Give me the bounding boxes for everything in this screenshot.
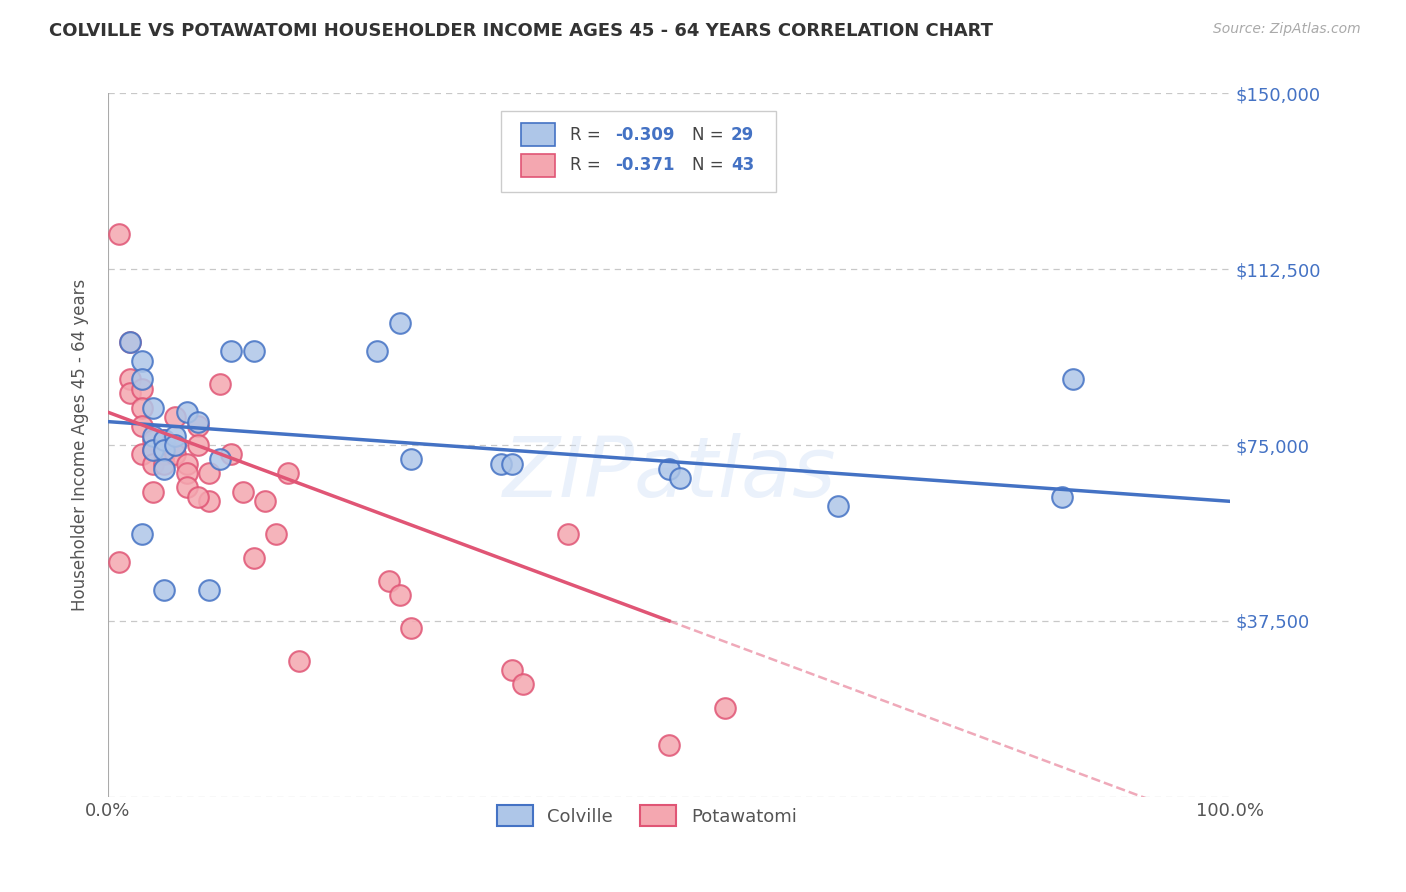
Point (165, 438, 187, 452)
Point (165, 409, 187, 424)
Point (142, 485, 165, 500)
Point (108, 555, 131, 569)
Point (142, 442, 165, 457)
Point (153, 583, 176, 598)
Point (176, 405, 198, 419)
Point (153, 457, 176, 471)
Point (153, 447, 176, 461)
Text: ZIPatlas: ZIPatlas (502, 433, 837, 514)
Point (198, 583, 221, 598)
Point (142, 434, 165, 448)
Text: N =: N = (692, 126, 728, 144)
Point (176, 467, 198, 481)
Point (142, 428, 165, 442)
Point (827, 499, 849, 513)
Legend: Colville, Potawatomi: Colville, Potawatomi (489, 798, 804, 833)
Point (187, 415, 209, 429)
Text: Source: ZipAtlas.com: Source: ZipAtlas.com (1213, 22, 1361, 37)
Point (669, 471, 692, 485)
Text: COLVILLE VS POTAWATOMI HOUSEHOLDER INCOME AGES 45 - 64 YEARS CORRELATION CHART: COLVILLE VS POTAWATOMI HOUSEHOLDER INCOM… (49, 22, 993, 40)
Point (557, 527, 579, 541)
Point (388, 588, 411, 602)
Point (165, 428, 187, 442)
Text: R =: R = (571, 126, 606, 144)
Point (131, 372, 153, 386)
Point (377, 574, 399, 588)
Point (399, 621, 422, 635)
Point (209, 452, 232, 467)
Point (501, 663, 523, 677)
Point (153, 461, 176, 475)
Point (165, 447, 187, 461)
Point (165, 438, 187, 452)
Y-axis label: Householder Income Ages 45 - 64 years: Householder Income Ages 45 - 64 years (72, 279, 89, 611)
Point (198, 494, 221, 508)
Point (221, 344, 243, 359)
Point (176, 457, 198, 471)
Point (243, 550, 266, 565)
Point (399, 452, 422, 467)
Point (221, 447, 243, 461)
Point (198, 467, 221, 481)
Point (142, 442, 165, 457)
Text: R =: R = (571, 156, 606, 175)
Point (501, 457, 523, 471)
FancyBboxPatch shape (501, 111, 776, 192)
Point (131, 447, 153, 461)
Point (131, 419, 153, 434)
Point (714, 700, 737, 714)
Point (120, 334, 142, 349)
Point (153, 434, 176, 448)
Point (120, 372, 142, 386)
Point (512, 677, 534, 691)
Point (658, 461, 681, 475)
Text: -0.309: -0.309 (616, 126, 675, 144)
Point (131, 401, 153, 415)
Point (120, 334, 142, 349)
Point (153, 442, 176, 457)
Point (232, 485, 254, 500)
Point (243, 344, 266, 359)
Text: N =: N = (692, 156, 728, 175)
Text: 43: 43 (731, 156, 754, 175)
FancyBboxPatch shape (522, 153, 555, 178)
Point (266, 527, 288, 541)
Point (1062, 372, 1084, 386)
Point (277, 467, 299, 481)
Point (187, 438, 209, 452)
Point (131, 382, 153, 396)
Point (366, 344, 388, 359)
Text: -0.371: -0.371 (616, 156, 675, 175)
Point (142, 401, 165, 415)
Point (142, 457, 165, 471)
Point (658, 738, 681, 752)
Text: 29: 29 (731, 126, 754, 144)
Point (388, 316, 411, 330)
Point (131, 527, 153, 541)
Point (108, 227, 131, 241)
Point (131, 353, 153, 368)
Point (176, 480, 198, 494)
Point (489, 457, 512, 471)
Point (1050, 490, 1073, 504)
Point (153, 434, 176, 448)
Point (120, 386, 142, 401)
Point (187, 419, 209, 434)
FancyBboxPatch shape (522, 123, 555, 146)
Point (288, 654, 311, 668)
Point (187, 490, 209, 504)
Point (254, 494, 277, 508)
Point (209, 377, 232, 392)
